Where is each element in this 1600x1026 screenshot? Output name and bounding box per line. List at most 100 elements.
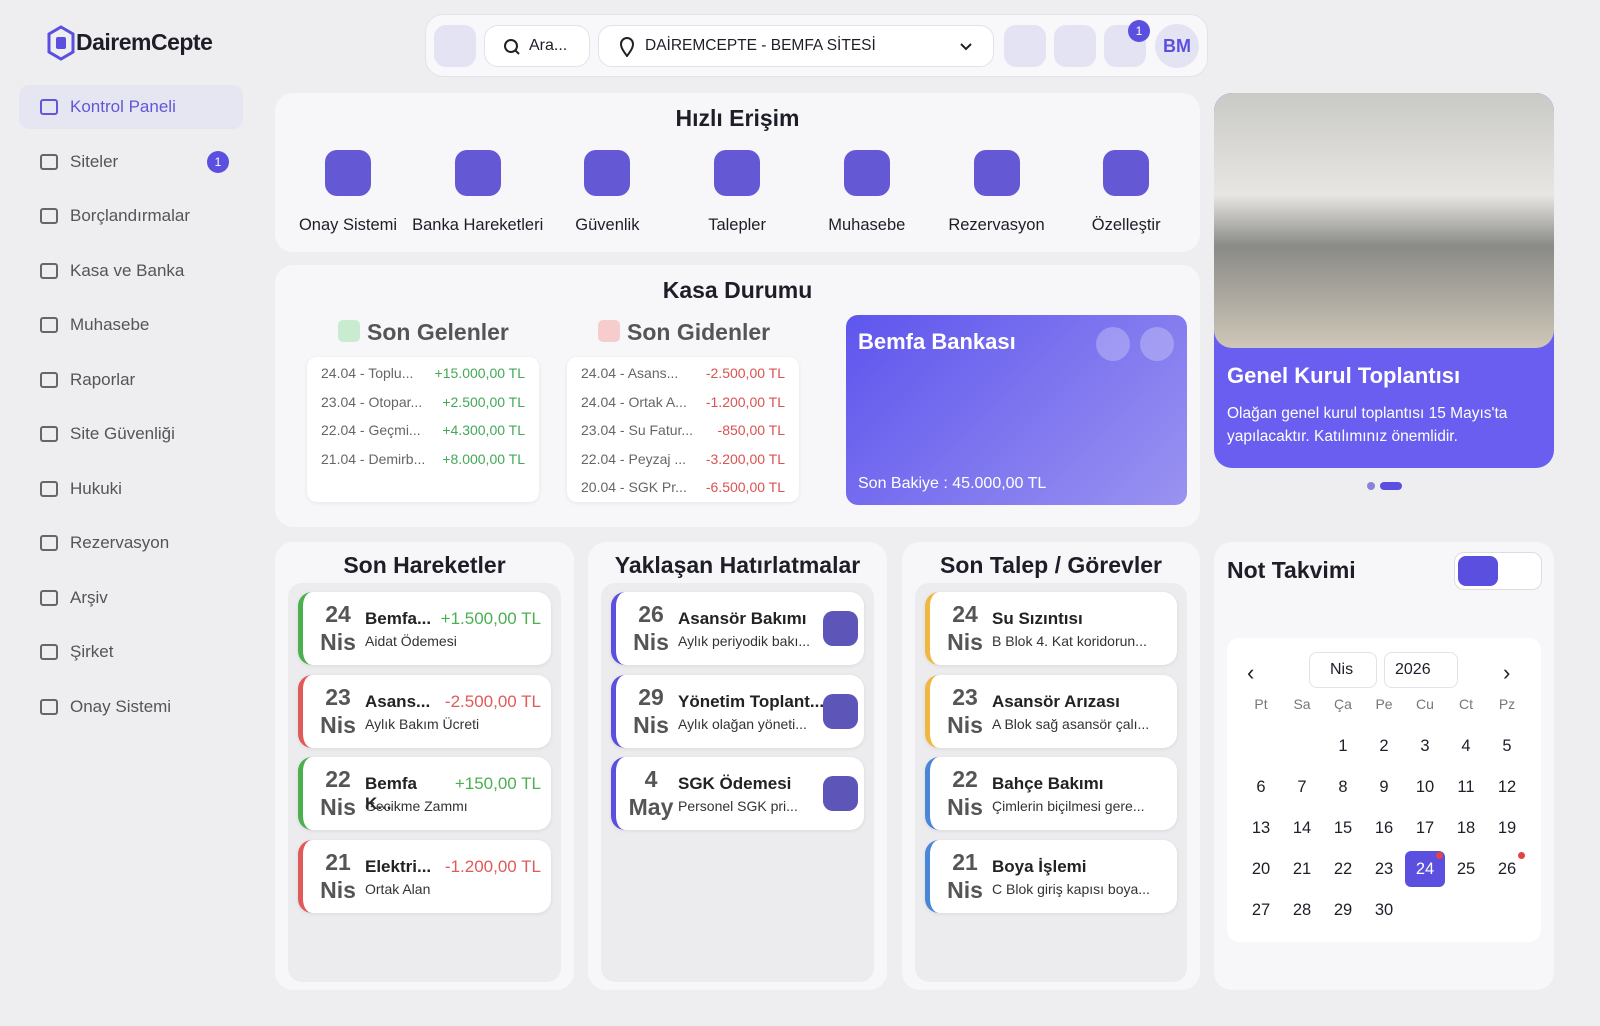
reminders-item[interactable]: 4 May SGK Ödemesi Personel SGK pri... <box>611 757 864 830</box>
movements-item[interactable]: 23 Nis Asans... Aylık Bakım Ücreti -2.500,00… <box>298 674 551 748</box>
calendar-day[interactable]: 28 <box>1292 901 1312 919</box>
reminders-item[interactable]: 29 Nis Yönetim Toplant... Aylık olağan yöne… <box>611 674 864 748</box>
reminders-item[interactable]: 26 Nis Asansör Bakımı Aylık periyodik bakı.… <box>611 592 864 665</box>
nav-item[interactable]: Siteler 1 <box>19 140 243 184</box>
calendar-day[interactable]: 17 <box>1415 819 1435 837</box>
movements-item[interactable]: 22 Nis Bemfa K... Gecikme Zammı +150,00 TL <box>298 757 551 830</box>
calendar-day[interactable]: 6 <box>1256 778 1266 796</box>
nav-item[interactable]: Muhasebe <box>19 303 243 347</box>
calendar-day[interactable]: 22 <box>1333 860 1353 878</box>
calendar-day[interactable]: 1 <box>1338 737 1348 755</box>
nav-item[interactable]: Borçlandırmalar <box>19 194 243 238</box>
calendar-title: Not Takvimi <box>1227 557 1356 583</box>
calendar-day[interactable]: 30 <box>1374 901 1394 919</box>
item-desc: B Blok 4. Kat koridorun... <box>992 633 1147 649</box>
calendar-day[interactable]: 21 <box>1292 860 1312 878</box>
calendar-day[interactable]: 23 <box>1374 860 1394 878</box>
nav-item[interactable]: Arşiv <box>19 576 243 620</box>
prev-button[interactable] <box>1096 327 1130 361</box>
quick-access-item[interactable]: Onay Sistemi <box>282 150 414 235</box>
nav-item[interactable]: Hukuki <box>19 467 243 511</box>
search[interactable]: Ara... <box>484 25 590 67</box>
quick-access-item[interactable]: Banka Hareketleri <box>412 150 544 235</box>
calendar-day[interactable]: 26 <box>1487 851 1527 887</box>
cash-label: 24.04 - Ortak A... <box>581 393 687 410</box>
quick-access-item[interactable]: Özelleştir <box>1060 150 1192 235</box>
calendar-day[interactable]: 16 <box>1374 819 1394 837</box>
year-select[interactable]: 2026 <box>1384 652 1458 688</box>
item-date: 26 Nis <box>624 600 678 656</box>
calendar-day[interactable]: 25 <box>1456 860 1476 878</box>
tasks: Son Talep / Görevler 24 Nis Su Sızıntısı B B… <box>902 542 1200 990</box>
cash-label: 23.04 - Otopar... <box>321 393 423 410</box>
nav-item[interactable]: Şirket <box>19 630 243 674</box>
weekday: Pz <box>1498 696 1516 712</box>
calendar-day[interactable]: 29 <box>1333 901 1353 919</box>
calendar-day[interactable]: 19 <box>1497 819 1517 837</box>
reminder-bell[interactable] <box>823 611 858 646</box>
cash-row: 22.04 - Peyzaj ... -3.200,00 TL <box>581 451 785 467</box>
carousel-dot-active[interactable] <box>1380 482 1402 490</box>
cash-amount: +8.000,00 TL <box>442 450 525 467</box>
next-month[interactable]: › <box>1503 660 1511 685</box>
item-amount: +1.500,00 TL <box>440 609 541 628</box>
language-button[interactable] <box>1054 25 1096 67</box>
view-toggle <box>1454 552 1542 590</box>
reminder-bell[interactable] <box>823 693 858 729</box>
tasks-item[interactable]: 22 Nis Bahçe Bakımı Çimlerin biçilmesi gere… <box>925 757 1177 830</box>
weekday: Pe <box>1375 696 1393 712</box>
nav-item[interactable]: Kasa ve Banka <box>19 249 243 293</box>
mail-button[interactable] <box>1004 25 1046 67</box>
calendar-day[interactable]: 10 <box>1415 778 1435 796</box>
item-date: 4 May <box>624 765 678 821</box>
calendar-day[interactable]: 12 <box>1497 778 1517 796</box>
nav-item[interactable]: Kontrol Paneli <box>19 85 243 129</box>
announcement: Genel Kurul Toplantısı Olağan genel kuru… <box>1214 93 1554 468</box>
quick-access-item[interactable]: Muhasebe <box>801 150 933 235</box>
nav-item[interactable]: Onay Sistemi <box>19 685 243 729</box>
calendar-day[interactable]: 9 <box>1379 778 1389 796</box>
movements-item[interactable]: 21 Nis Elektri... Ortak Alan -1.200,00 TL <box>298 839 551 913</box>
calendar-day[interactable]: 13 <box>1251 819 1271 837</box>
calendar-day[interactable]: 20 <box>1251 860 1271 878</box>
calendar-day[interactable]: 24 <box>1405 851 1445 887</box>
calendar-day[interactable]: 4 <box>1461 737 1471 755</box>
nav-item[interactable]: Raporlar <box>19 358 243 402</box>
calendar-day[interactable]: 8 <box>1338 778 1348 796</box>
calendar-day[interactable]: 5 <box>1502 737 1512 755</box>
nav-icon <box>40 99 58 115</box>
calendar-day[interactable]: 3 <box>1420 737 1430 755</box>
site-select[interactable]: DAİREMCEPTE - BEMFA SİTESİ <box>598 25 994 67</box>
calendar-day[interactable]: 18 <box>1456 819 1476 837</box>
support-button[interactable] <box>434 25 476 67</box>
cash-amount: +4.300,00 TL <box>442 422 525 438</box>
tasks-item[interactable]: 24 Nis Su Sızıntısı B Blok 4. Kat koridorun… <box>925 592 1177 665</box>
quick-access-item[interactable]: Talepler <box>671 150 803 235</box>
quick-access-icon <box>325 150 371 196</box>
item-day: 22 <box>325 766 351 792</box>
nav-item[interactable]: Rezervasyon <box>19 521 243 565</box>
calendar-day[interactable]: 27 <box>1251 901 1271 919</box>
next-button[interactable] <box>1140 327 1174 361</box>
tasks-item[interactable]: 23 Nis Asansör Arızası A Blok sağ asansör ç… <box>925 674 1177 748</box>
tasks-item[interactable]: 21 Nis Boya İşlemi C Blok giriş kapısı boya… <box>925 839 1177 913</box>
prev-month[interactable]: ‹ <box>1247 660 1255 685</box>
avatar[interactable]: BM <box>1155 24 1199 68</box>
calendar-day[interactable]: 2 <box>1379 737 1389 755</box>
reminder-bell[interactable] <box>823 776 858 811</box>
calendar-day[interactable]: 15 <box>1333 819 1353 837</box>
nav-item[interactable]: Site Güvenliği <box>19 412 243 456</box>
quick-access-item[interactable]: Güvenlik <box>541 150 673 235</box>
nav-icon <box>40 208 58 224</box>
item-desc: C Blok giriş kapısı boya... <box>992 880 1150 897</box>
quick-access-item[interactable]: Rezervasyon <box>931 150 1063 235</box>
calendar-day[interactable]: 14 <box>1292 819 1312 837</box>
movements-item[interactable]: 24 Nis Bemfa... Aidat Ödemesi +1.500,00 TL <box>298 592 551 665</box>
quick-access-label: Özelleştir <box>1091 216 1161 234</box>
quick-access-icon <box>843 150 890 196</box>
calendar-day[interactable]: 7 <box>1297 778 1307 796</box>
carousel-dot[interactable] <box>1367 482 1375 490</box>
calendar-day[interactable]: 11 <box>1457 778 1475 796</box>
calendar-view[interactable] <box>1458 556 1498 586</box>
month-select[interactable]: Nis <box>1309 652 1377 688</box>
